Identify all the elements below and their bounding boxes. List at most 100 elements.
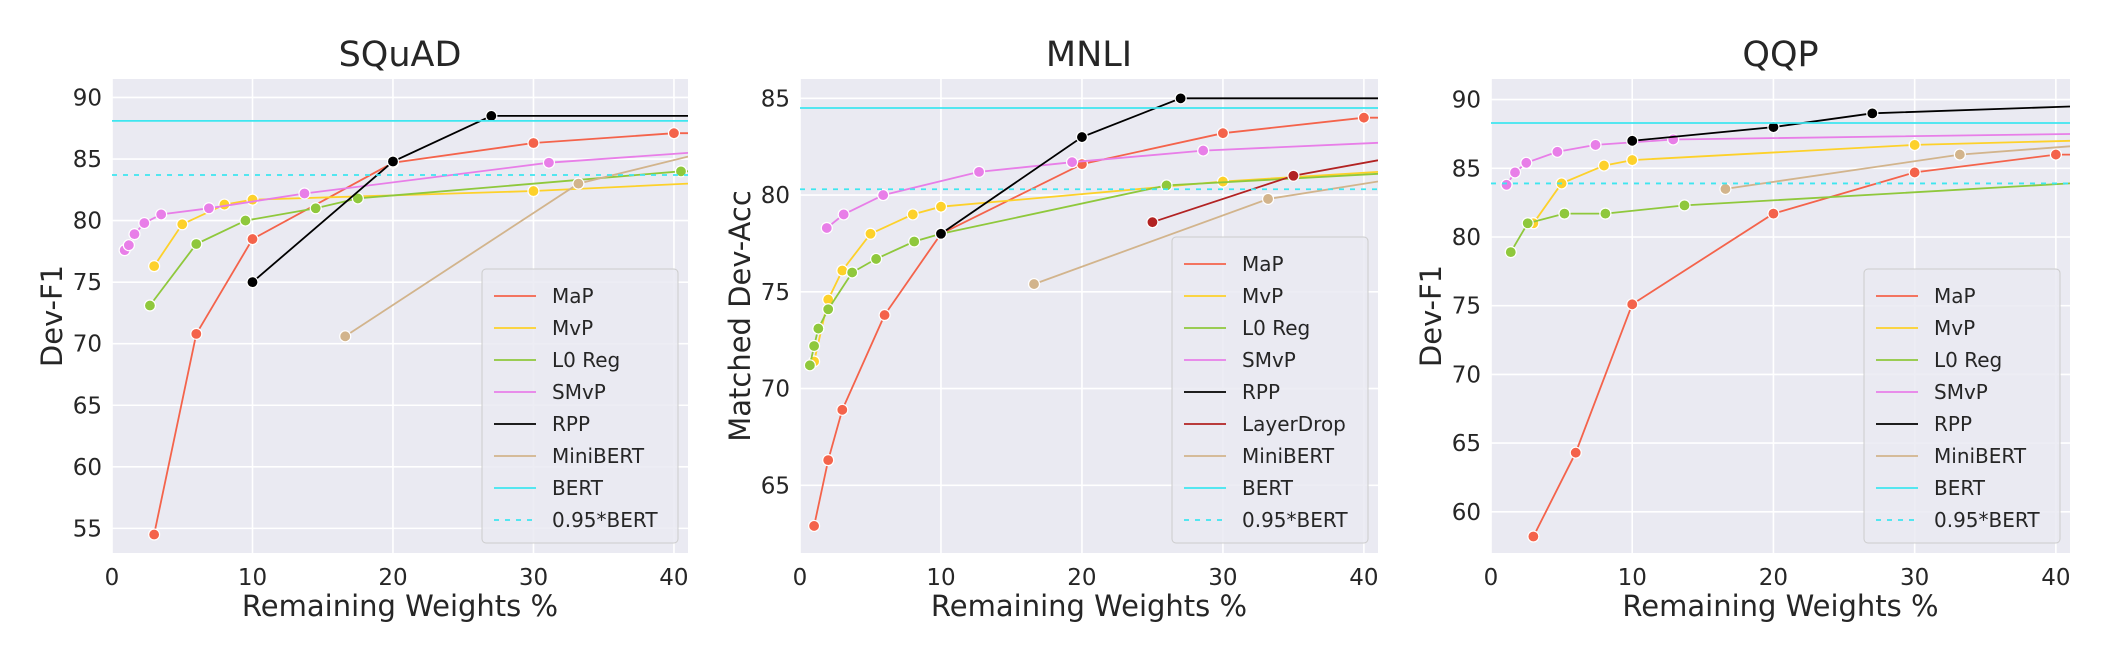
qqp-x-tick-label: 20 — [1759, 565, 1788, 591]
squad-rpp-point — [485, 109, 498, 123]
squad-y-tick-label: 55 — [73, 516, 102, 542]
qqp-minibert-point — [1953, 148, 1966, 161]
squad-smvp-point — [138, 216, 151, 230]
qqp-map-point — [1767, 207, 1780, 220]
mnli-map-point — [836, 403, 849, 416]
squad-y-tick-label: 60 — [73, 455, 102, 481]
squad-x-tick-label: 20 — [378, 565, 407, 591]
squad-mvp-point — [246, 193, 259, 206]
squad-mvp-line — [153, 182, 688, 267]
mnli-smvp-point — [972, 165, 986, 178]
mnli-y-tick-label: 65 — [761, 473, 790, 499]
qqp-x-tick-label: 10 — [1618, 565, 1647, 591]
qqp-x-axis-label: Remaining Weights % — [1622, 589, 1938, 623]
mnli-map-point — [1216, 127, 1230, 140]
squad-x-tick-label: 30 — [519, 565, 548, 591]
mnli-minibert-point — [1261, 192, 1275, 206]
squad-legend-box — [481, 268, 679, 544]
qqp-y-tick-label: 60 — [1452, 500, 1481, 526]
squad-smvp-point — [298, 187, 311, 200]
squad-l0-reg-point — [239, 214, 252, 227]
squad-smvp-point — [128, 228, 141, 241]
qqp-legend-label-smvp: SMvP — [1934, 380, 1988, 404]
squad-map-point — [527, 136, 540, 150]
qqp-legend-label-minibert: MiniBERT — [1934, 444, 2027, 468]
qqp-smvp-point — [1551, 145, 1564, 158]
mnli-legend-label-smvp: SMvP — [1242, 348, 1296, 372]
qqp-smvp-point — [1589, 138, 1602, 152]
squad-rpp-point — [386, 155, 400, 168]
mnli-map-point — [1357, 111, 1371, 124]
mnli-legend-box — [1171, 236, 1369, 544]
mnli-legend: MaP MvP L0 Reg SMvP RPP LayerDrop MiniBERT BERT… — [1171, 236, 1369, 544]
mnli-l0-reg-point — [870, 252, 883, 266]
qqp-legend-label-mvp: MvP — [1934, 316, 1975, 340]
squad-data-layer — [112, 109, 688, 541]
qqp-rpp-point — [1866, 107, 1879, 120]
mnli-smvp-point — [877, 188, 890, 202]
qqp-map-point — [1569, 446, 1582, 459]
squad-legend-label-rpp: RPP — [552, 412, 590, 436]
squad-minibert-point — [339, 330, 352, 343]
squad-x-axis-label: Remaining Weights % — [242, 589, 558, 623]
squad-y-tick-label: 90 — [73, 85, 102, 111]
squad-y-tick-label: 70 — [73, 332, 102, 358]
mnli-y-tick-label: 75 — [761, 280, 790, 306]
squad-legend-label-bert: BERT — [552, 476, 604, 500]
squad-y-tick-label: 85 — [73, 147, 102, 173]
mnli-x-tick-label: 10 — [926, 565, 955, 591]
mnli-smvp-point — [1197, 144, 1210, 157]
mnli-l0-reg-point — [1160, 179, 1173, 192]
qqp-y-tick-label: 75 — [1452, 294, 1481, 320]
mnli-panel: 0 10 20 30 40 65 70 75 80 85 MNLI Remaining Weights… — [723, 35, 1379, 623]
qqp-mvp-point — [1908, 138, 1921, 152]
mnli-rpp-point — [934, 227, 948, 240]
squad-smvp-point — [202, 202, 216, 215]
qqp-legend: MaP MvP L0 Reg SMvP RPP MiniBERT BERT 0.95*BERT — [1863, 268, 2061, 544]
qqp-title: QQP — [1742, 35, 1818, 75]
qqp-legend-label-rpp: RPP — [1934, 412, 1972, 436]
qqp-mvp-line — [1532, 139, 2070, 224]
qqp-mvp-point — [1597, 159, 1611, 172]
qqp-mvp-point — [1626, 153, 1639, 167]
squad-smvp-point — [155, 208, 168, 221]
mnli-legend-label-layerdrop: LayerDrop — [1242, 412, 1346, 436]
squad-l0-reg-point — [351, 192, 364, 205]
qqp-smvp-point — [1508, 166, 1522, 179]
squad-x-tick-label: 0 — [105, 565, 120, 591]
mnli-y-tick-label: 70 — [761, 377, 790, 403]
qqp-panel: 0 10 20 30 40 60 65 70 75 80 85 90 QQP Remaining Weig… — [1414, 35, 2071, 623]
mnli-x-tick-label: 20 — [1067, 565, 1096, 591]
qqp-x-tick-label: 30 — [1900, 565, 1929, 591]
squad-map-point — [667, 127, 681, 140]
mnli-legend-label-minibert: MiniBERT — [1242, 444, 1335, 468]
squad-legend-label-minibert: MiniBERT — [552, 444, 645, 468]
mnli-title: MNLI — [1046, 35, 1132, 75]
mnli-map-point — [822, 454, 835, 467]
squad-title: SQuAD — [339, 35, 462, 75]
qqp-data-layer — [1491, 105, 2070, 543]
mnli-l0-reg-point — [803, 359, 816, 372]
mnli-x-tick-label: 0 — [793, 565, 808, 591]
mnli-x-tick-label: 40 — [1349, 565, 1378, 591]
qqp-legend-label-095xbert: 0.95*BERT — [1934, 508, 2040, 532]
mnli-data-layer — [800, 92, 1378, 533]
squad-map-point — [246, 232, 259, 246]
squad-l0-reg-point — [190, 237, 203, 251]
mnli-l0-reg-point — [908, 235, 921, 248]
mnli-mvp-point — [906, 208, 919, 221]
qqp-y-tick-label: 70 — [1452, 362, 1481, 388]
mnli-rpp-line — [940, 97, 1378, 235]
mnli-x-axis-label: Remaining Weights % — [931, 589, 1247, 623]
mnli-l0-reg-line — [809, 172, 1378, 366]
mnli-smvp-point — [820, 221, 833, 235]
squad-mvp-point — [176, 218, 189, 231]
qqp-y-tick-label: 90 — [1452, 88, 1481, 114]
mnli-mvp-point — [934, 200, 948, 213]
squad-y-axis-label: Dev-F1 — [35, 265, 69, 367]
qqp-legend-label-map: MaP — [1934, 284, 1976, 308]
mnli-layerdrop-point — [1146, 216, 1159, 229]
qqp-legend-box — [1863, 268, 2061, 544]
squad-x-tick-label: 40 — [659, 565, 688, 591]
